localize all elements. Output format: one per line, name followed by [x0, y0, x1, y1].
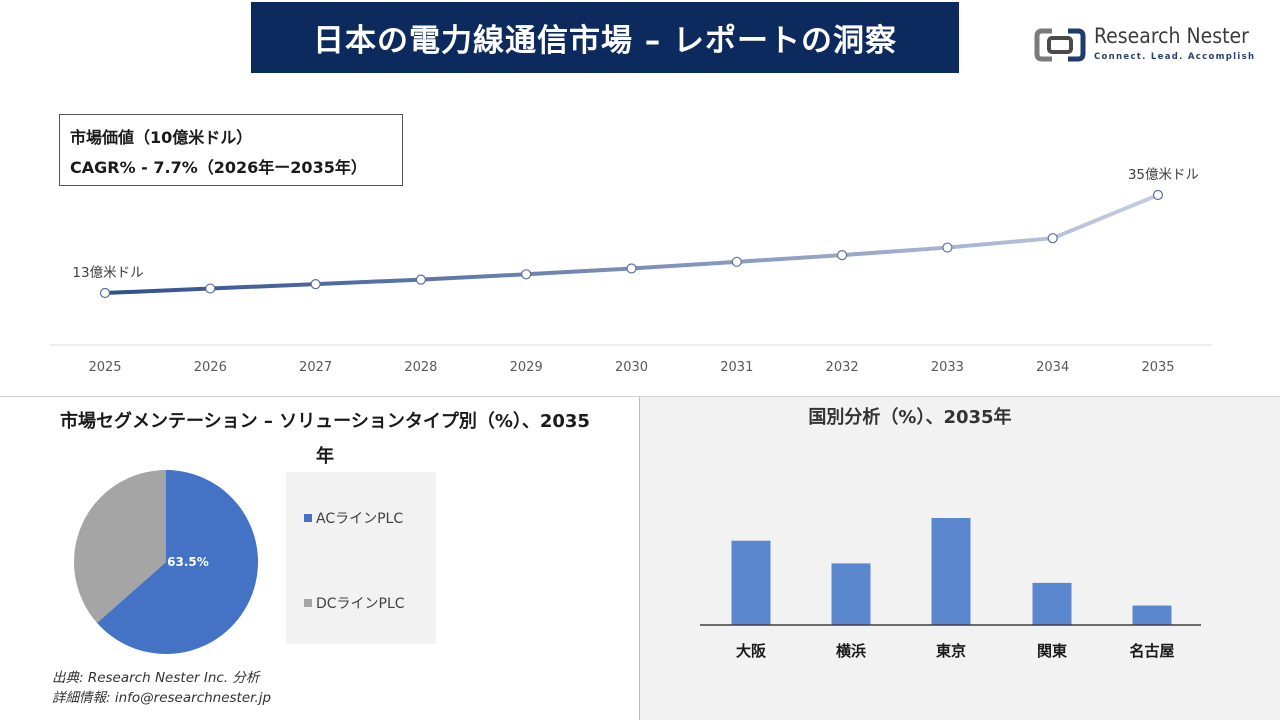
vertical-divider: [639, 397, 640, 720]
x-tick-label: 2025: [88, 360, 121, 375]
market-growth-line-chart: 2025 2026 2027 2028 2029 2030 2031 2032 2033 2034…: [50, 167, 1212, 375]
country-bar-chart: 大阪 横浜 東京 関東 名古屋: [700, 518, 1201, 660]
contact-line: 詳細情報: info@researchnester.jp: [52, 690, 272, 706]
data-point: [521, 269, 532, 280]
x-tick-label: 2026: [194, 360, 227, 375]
bar-chart-title: 国別分析（%）、2035年: [808, 407, 1012, 428]
market-value-line: [103, 193, 1160, 295]
logo-tagline: Connect. Lead. Accomplish: [1094, 52, 1256, 62]
market-value-label: 市場価値（10億米ドル）: [70, 128, 253, 147]
x-tick-label: 2030: [615, 360, 648, 375]
value-annotation: 35億米ドル: [1128, 167, 1199, 183]
cagr-label: CAGR% - 7.7%（2026年ー2035年）: [70, 158, 367, 177]
value-annotation: 13億米ドル: [72, 265, 143, 281]
data-point: [1152, 189, 1164, 201]
pie-chart-title: 市場セグメンテーション – ソリューションタイプ別（%）、2035年: [60, 411, 590, 467]
bar-category-label: 大阪: [736, 642, 767, 660]
legend-label-dc: DCラインPLC: [316, 596, 405, 612]
legend-item-dc: DCラインPLC: [304, 593, 405, 613]
page-title-text: 日本の電力線通信市場 – レポートの洞察: [312, 23, 898, 59]
data-point: [942, 242, 953, 253]
data-point: [415, 274, 426, 285]
x-tick-label: 2032: [826, 360, 859, 375]
bar-category-label: 東京: [936, 642, 966, 660]
pie-legend: ACラインPLC DCラインPLC: [286, 472, 436, 644]
data-point: [836, 250, 848, 261]
legend-swatch-dc: [304, 599, 312, 607]
legend-label-ac: ACラインPLC: [316, 511, 404, 527]
data-point: [626, 263, 637, 274]
bar-category-label: 名古屋: [1129, 642, 1174, 660]
data-point: [1047, 233, 1058, 244]
legend-item-ac: ACラインPLC: [304, 508, 403, 528]
x-tick-label: 2033: [931, 360, 964, 375]
solution-type-pie-chart: 63.5%: [73, 470, 259, 654]
data-point: [99, 287, 111, 299]
bar: [831, 563, 871, 625]
bar: [1132, 605, 1172, 625]
x-tick-label: 2031: [720, 360, 753, 375]
research-nester-logo: Research Nester Connect. Lead. Accomplis…: [1034, 24, 1254, 66]
logo-mark-icon: [1034, 28, 1086, 62]
pie-slice-label: 63.5%: [167, 555, 209, 569]
bar-category-label: 関東: [1037, 642, 1067, 660]
horizontal-divider: [0, 396, 1280, 397]
page-title: 日本の電力線通信市場 – レポートの洞察: [251, 2, 959, 73]
x-tick-label: 2027: [299, 360, 332, 375]
bar: [931, 518, 971, 625]
legend-swatch-ac: [304, 514, 312, 522]
data-point: [310, 278, 321, 290]
data-point: [731, 256, 742, 267]
bar: [1032, 582, 1072, 625]
source-line: 出典: Research Nester Inc. 分析: [52, 670, 260, 686]
x-tick-label: 2028: [404, 360, 437, 375]
logo-name: Research Nester: [1094, 24, 1249, 48]
x-tick-label: 2029: [510, 360, 543, 375]
pie-slice: [96, 470, 259, 654]
pie-slice: [73, 470, 166, 623]
market-info-box: 市場価値（10億米ドル） CAGR% - 7.7%（2026年ー2035年）: [59, 114, 403, 186]
data-point: [205, 283, 216, 294]
source-note: 出典: Research Nester Inc. 分析 詳細情報: info@r…: [52, 668, 271, 708]
x-tick-label: 2035: [1141, 360, 1174, 375]
bar: [731, 540, 771, 625]
bar-category-label: 横浜: [836, 642, 866, 660]
x-tick-label: 2034: [1036, 360, 1069, 375]
